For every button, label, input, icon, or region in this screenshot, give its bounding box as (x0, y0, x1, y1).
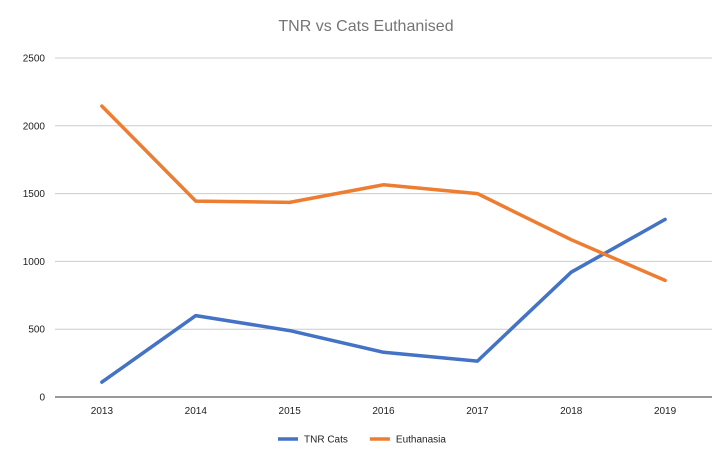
x-axis-ticks: 2013 2014 2015 2016 2017 2018 2019 (91, 406, 677, 417)
x-tick-label: 2016 (372, 406, 395, 417)
y-tick-label: 500 (28, 325, 45, 336)
data-point (475, 359, 479, 363)
legend-label: Euthanasia (396, 435, 446, 446)
data-point (100, 104, 104, 108)
data-point (663, 278, 667, 282)
legend: TNR Cats Euthanasia (278, 435, 446, 446)
y-tick-label: 0 (39, 393, 45, 404)
x-tick-label: 2015 (279, 406, 302, 417)
data-point (382, 183, 385, 187)
chart-title: TNR vs Cats Euthanised (278, 18, 453, 35)
x-tick-label: 2014 (185, 406, 208, 417)
x-tick-label: 2019 (654, 406, 677, 417)
x-tick-label: 2013 (91, 406, 114, 417)
data-point (100, 380, 104, 384)
series-lines (100, 104, 667, 384)
y-tick-label: 1000 (23, 257, 46, 268)
data-point (475, 192, 479, 196)
legend-label: TNR Cats (304, 435, 348, 446)
data-point (663, 217, 667, 221)
data-point (288, 329, 292, 333)
y-tick-label: 2500 (23, 54, 46, 65)
data-point (194, 199, 198, 203)
data-point (569, 270, 573, 274)
gridlines (55, 57, 712, 398)
data-point (194, 314, 198, 318)
data-point (288, 200, 292, 204)
data-point (382, 350, 385, 354)
x-tick-label: 2017 (466, 406, 489, 417)
y-axis-ticks: 0 500 1000 1500 2000 2500 (23, 54, 46, 404)
data-point (569, 238, 573, 242)
y-tick-label: 2000 (23, 121, 46, 132)
y-tick-label: 1500 (23, 189, 46, 200)
x-tick-label: 2018 (560, 406, 583, 417)
